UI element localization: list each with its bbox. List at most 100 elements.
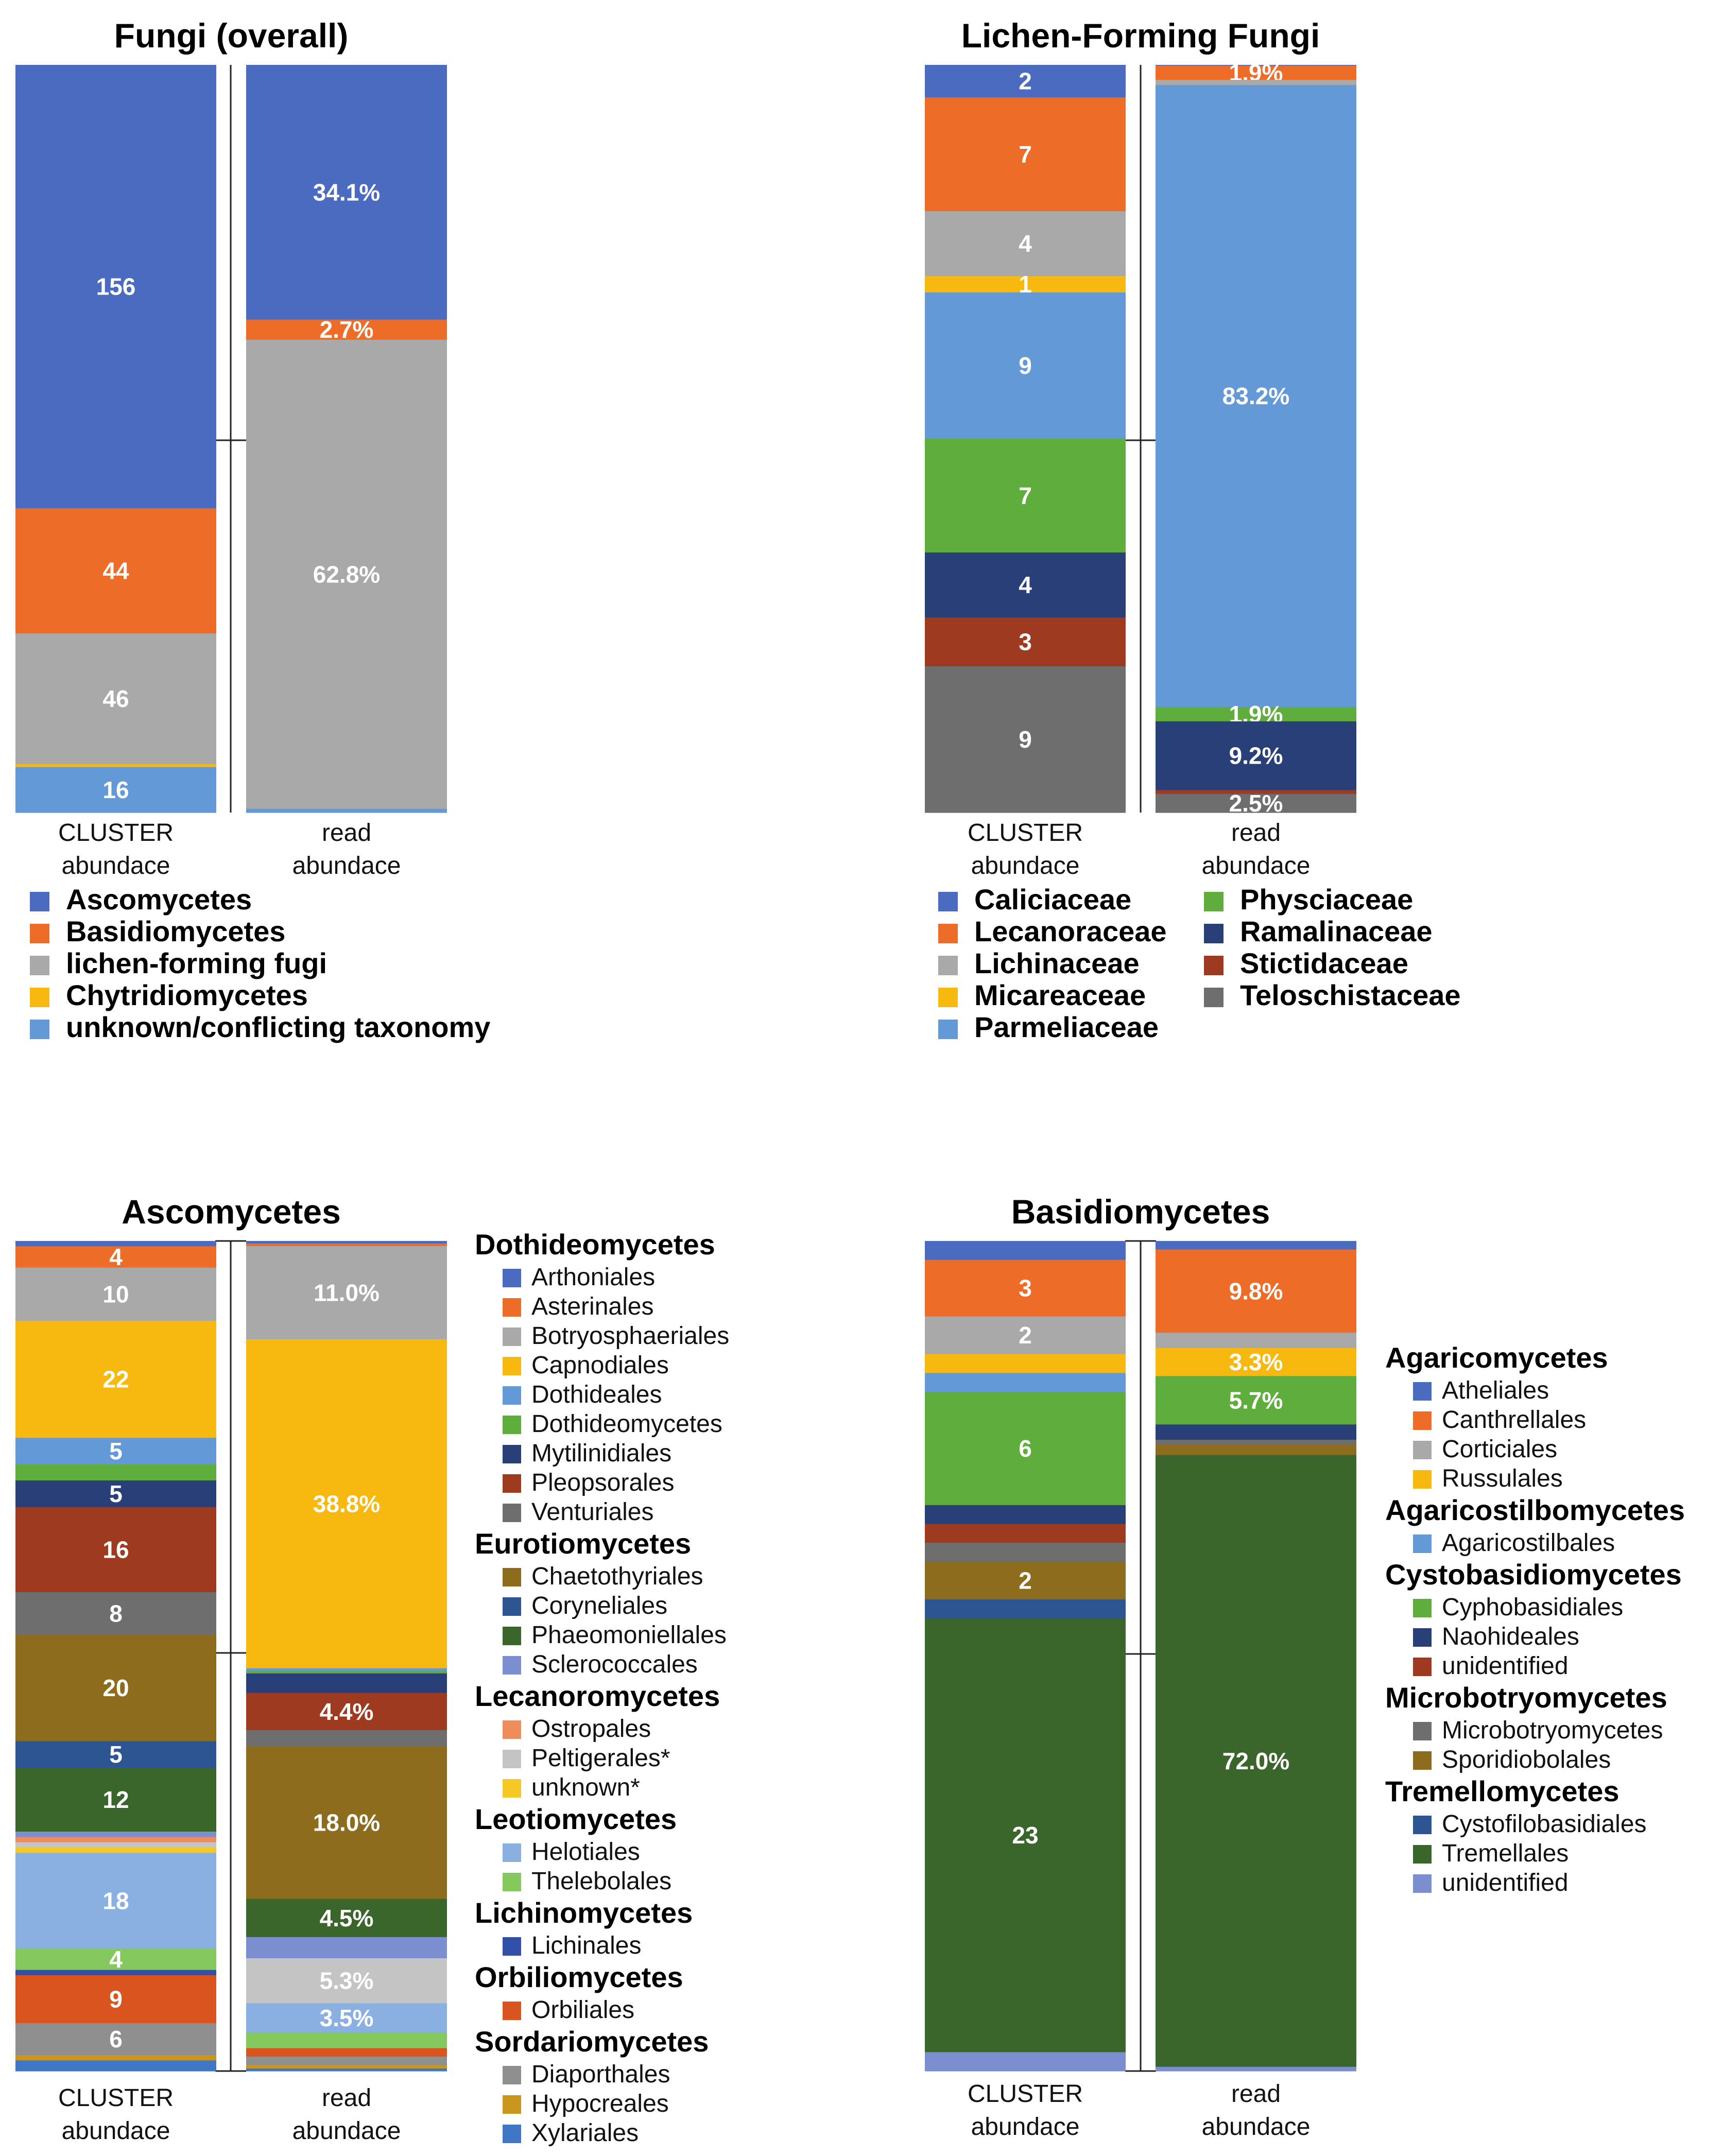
x-tick-label: read abundace bbox=[1202, 2080, 1311, 2141]
legend-label: Capnodiales bbox=[531, 1352, 669, 1379]
legend-label: Tremellales bbox=[1442, 1840, 1569, 1867]
bar-segment-botryosphaeriales bbox=[15, 1267, 216, 1321]
legend-item-caliciaceae: Caliciaceae bbox=[938, 883, 1131, 916]
legend-swatch bbox=[1413, 1816, 1432, 1834]
chart-fungi-overall: Fungi (overall) 156 44 46 16 CLUSTER abundace 3… bbox=[15, 16, 490, 1043]
chart-basidiomycetes: Basidiomycetes 3 2 6 2 23 CLUSTER abundace 9.8% 3… bbox=[925, 1193, 1685, 2141]
legend-swatch bbox=[1413, 1534, 1432, 1553]
bar-segment-orbiliales bbox=[15, 1975, 216, 2024]
data-label: 23 bbox=[1012, 1822, 1038, 1849]
legend-swatch bbox=[503, 1474, 521, 1493]
legend-item-orbiliales: Orbiliales bbox=[503, 1996, 634, 2024]
legend-label: Naohideales bbox=[1442, 1623, 1579, 1650]
stacked-bar-cluster-abundace: 4 10 22 5 5 16 8 20 5 12 18 4 9 6 bbox=[15, 1241, 216, 2072]
data-label: 3 bbox=[1019, 1275, 1032, 1302]
bar-segment-tremellales bbox=[925, 1618, 1126, 2052]
bar-segment-dothideales bbox=[246, 1668, 447, 1671]
data-label: 9.2% bbox=[1229, 743, 1283, 769]
legend-item-diaporthales: Diaporthales bbox=[503, 2061, 670, 2088]
legend-label: Chaetothyriales bbox=[531, 1563, 703, 1590]
legend-item-agaricostilbales: Agaricostilbales bbox=[1413, 1529, 1615, 1557]
legend-swatch bbox=[1413, 1441, 1432, 1459]
bar-segment-stictidaceae bbox=[925, 617, 1126, 667]
legend-label: Sporidiobolales bbox=[1442, 1746, 1611, 1773]
chart-title: Lichen-Forming Fungi bbox=[961, 16, 1320, 55]
legend-swatch bbox=[503, 1327, 521, 1346]
chart-ascomycetes: Ascomycetes 4 10 22 5 5 16 8 20 5 12 18 4 9 6 CLUSTER ab… bbox=[15, 1193, 729, 2147]
legend-label: Corticiales bbox=[1442, 1436, 1557, 1463]
legend-item-unidentified: unidentified bbox=[1413, 1652, 1569, 1680]
legend-swatch bbox=[503, 1656, 521, 1675]
legend-label: lichen-forming fugi bbox=[66, 947, 327, 979]
bar-segment-hypocreales bbox=[246, 2065, 447, 2069]
data-label: 22 bbox=[102, 1366, 129, 1393]
x-tick-label: CLUSTER abundace bbox=[58, 2084, 174, 2145]
bar-segment-sporidiobolales bbox=[1156, 1444, 1356, 1456]
data-label: 38.8% bbox=[313, 1490, 380, 1517]
legend-swatch bbox=[503, 1937, 521, 1956]
legend-label: Stictidaceae bbox=[1240, 947, 1408, 979]
bar-segment-ascomycetes bbox=[15, 65, 216, 509]
bar-segment-physciaceae bbox=[925, 439, 1126, 553]
bar-segment-canthrellales bbox=[925, 1260, 1126, 1317]
data-label: 46 bbox=[102, 685, 129, 712]
legend-swatch bbox=[938, 1020, 958, 1039]
legend-item-pleopsorales: Pleopsorales bbox=[503, 1469, 675, 1496]
bar-segment-diaporthales bbox=[246, 2057, 447, 2066]
bar-segment-russulales bbox=[1156, 1348, 1356, 1376]
legend-label: Pleopsorales bbox=[531, 1469, 675, 1496]
bar-segment-canthrellales bbox=[1156, 1249, 1356, 1333]
legend-label: Ascomycetes bbox=[66, 883, 252, 916]
legend-label: Venturiales bbox=[531, 1498, 654, 1526]
legend-item-naohideales: Naohideales bbox=[1413, 1623, 1579, 1650]
legend-item-micareaceae: Micareaceae bbox=[938, 979, 1146, 1011]
bar-segment-thelebolales bbox=[246, 2032, 447, 2049]
data-label: 156 bbox=[96, 273, 136, 300]
bar-segment-xylariales bbox=[246, 2068, 447, 2072]
bar-segment-teloschistaceae bbox=[925, 666, 1126, 813]
legend-item-cystofilobasidiales: Cystofilobasidiales bbox=[1413, 1810, 1647, 1838]
legend-item-russulales: Russulales bbox=[1413, 1465, 1563, 1492]
legend-swatch bbox=[1204, 892, 1224, 911]
legend-label: Xylariales bbox=[531, 2119, 639, 2147]
legend-label: Diaporthales bbox=[531, 2061, 670, 2088]
legend-item-dothideales: Dothideales bbox=[503, 1381, 662, 1408]
legend-item-chytridiomycetes: Chytridiomycetes bbox=[30, 979, 308, 1011]
bar-segment-arthoniales bbox=[15, 1241, 216, 1247]
data-label: 4 bbox=[109, 1946, 123, 1973]
bar-segment-orbiliales bbox=[246, 2048, 447, 2057]
bar-segment-lichinales bbox=[15, 1970, 216, 1976]
bar-segment-russulales bbox=[925, 1354, 1126, 1374]
bar-segment-cystofilobasidiales bbox=[925, 1599, 1126, 1619]
legend-item-cyphobasidiales: Cyphobasidiales bbox=[1413, 1594, 1623, 1621]
legend-item-mytilinidiales: Mytilinidiales bbox=[503, 1440, 671, 1467]
legend-label: unidentified bbox=[1442, 1652, 1569, 1680]
stacked-bar-cluster-abundace: 156 44 46 16 bbox=[15, 65, 216, 813]
data-label: 5.7% bbox=[1229, 1387, 1283, 1413]
bar-segment-agaricostilbales bbox=[925, 1373, 1126, 1392]
x-tick-label: CLUSTER abundace bbox=[58, 819, 174, 879]
data-label: 3.5% bbox=[320, 2005, 374, 2031]
bar-segment-pleopsorales bbox=[15, 1507, 216, 1593]
legend-item-helotiales: Helotiales bbox=[503, 1838, 640, 1866]
legend: AscomycetesBasidiomyceteslichen-forming … bbox=[30, 883, 490, 1043]
bar-segment-xylariales bbox=[15, 2060, 216, 2072]
legend-label: Dothideomycetes bbox=[531, 1410, 722, 1438]
legend-label: Dothideales bbox=[531, 1381, 662, 1408]
legend-swatch bbox=[1413, 1658, 1432, 1676]
legend-group-agaricomycetes: Agaricomycetes bbox=[1385, 1341, 1608, 1374]
legend-label: Microbotryomycetes bbox=[1442, 1717, 1663, 1744]
bar-segment-corticiales bbox=[1156, 1333, 1356, 1349]
data-label: 8 bbox=[109, 1600, 123, 1627]
data-label: 18 bbox=[102, 1887, 129, 1914]
data-label: 62.8% bbox=[313, 561, 380, 588]
legend-item-arthoniales: Arthoniales bbox=[503, 1264, 655, 1291]
bar-segment-capnodiales bbox=[15, 1321, 216, 1438]
legend-label: Micareaceae bbox=[974, 979, 1146, 1011]
legend-label: Caliciaceae bbox=[974, 883, 1131, 916]
bar-segment-physciaceae bbox=[1156, 707, 1356, 722]
legend-item-botryosphaeriales: Botryosphaeriales bbox=[503, 1322, 729, 1350]
